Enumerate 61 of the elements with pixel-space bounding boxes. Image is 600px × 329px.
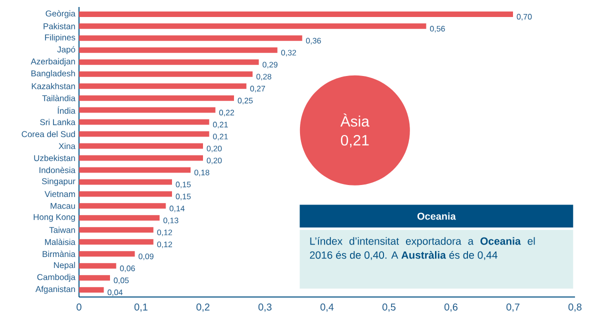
annotation: Oceania [417,212,456,220]
bar [79,203,166,209]
y-tick-label: Cambodja [37,274,76,282]
y-tick-label: Sri Lanka [40,118,76,126]
annotation: 0,21 [340,134,369,148]
x-tick-label: 0,6 [444,304,458,312]
y-tick-label: Tailàndia [42,94,76,102]
bar [79,155,203,161]
bar [79,131,210,137]
x-tick-label: 0,7 [506,304,520,312]
bar [79,227,154,233]
annotation: Àsia [340,114,370,127]
x-tick-label: 0,5 [382,304,396,312]
y-tick-label: Macau [50,202,75,209]
bar [79,35,302,41]
y-tick-label: Nepal [54,262,75,270]
y-tick-label: Índia [58,106,76,114]
x-tick-label: 0,3 [258,304,272,312]
y-tick-label: Afganistan [35,286,75,294]
bar [79,179,172,185]
y-tick-label: Indonèsia [40,166,76,174]
x-tick-label: 0,4 [320,304,334,312]
y-tick-label: Taiwan [49,226,75,233]
bar [79,23,426,29]
y-tick-label: Singapur [42,178,76,186]
y-tick-label: Corea del Sud [22,130,75,138]
x-tick-label: 0 [76,304,82,311]
y-tick-label: Bangladesh [31,70,75,78]
y-tick-label: Malàisia [45,238,76,246]
y-tick-label: Kazakhstan [32,82,75,90]
y-tick-label: Japó [57,46,76,54]
bar [79,107,216,113]
y-tick-label: Birmània [42,250,76,258]
bar [79,47,278,53]
bar [79,119,210,125]
bar [79,251,135,257]
y-tick-label: Azerbaidjan [30,58,75,66]
y-tick-label: Pakistan [44,23,75,30]
bar [79,167,191,173]
y-tick-label: Geòrgia [46,10,76,18]
bar [79,143,203,149]
bar [79,215,160,221]
y-tick-label: Uzbekistan [34,154,75,162]
y-tick-label: Filipines [45,34,76,42]
bar [79,11,513,17]
bar [79,275,110,281]
y-tick-label: Xina [58,142,76,150]
bar [79,95,234,101]
bar [79,239,154,245]
y-tick-label: Hong Kong [34,214,75,222]
bar [79,83,246,89]
bar [79,191,172,197]
bar [79,287,104,293]
x-tick-label: 0,8 [568,304,582,312]
y-tick-label: Vietnam [44,190,75,198]
bar [79,59,259,65]
x-tick-label: 0,2 [196,304,210,312]
bar [79,71,253,77]
bar [79,263,116,269]
x-tick-label: 0,1 [134,304,148,312]
text: L’índex d’intensitat exportadora a Oceania el 2016 és de 0,40. A Austràlia és de 0,44 [310,237,535,260]
